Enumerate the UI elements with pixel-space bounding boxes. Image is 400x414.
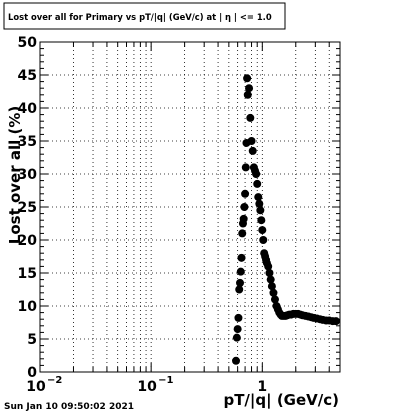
y-axis-title: Lost over all (%): [6, 106, 24, 244]
data-point: [256, 206, 265, 215]
y-tick-label: 50: [18, 35, 38, 51]
data-point: [265, 269, 274, 277]
data-point: [241, 163, 250, 172]
data-point: [245, 84, 254, 93]
data-point: [252, 170, 261, 178]
data-point: [243, 90, 252, 99]
data-point: [236, 278, 245, 287]
data-point: [254, 193, 263, 202]
data-point: [243, 74, 252, 83]
x-axis-title: pT/|q| (GeV/c): [223, 391, 339, 410]
y-tick-label: 25: [18, 200, 37, 216]
chart-title: Lost over all for Primary vs pT/|q| (GeV…: [8, 12, 272, 22]
y-tick-label: 30: [18, 167, 38, 183]
data-point: [267, 282, 276, 291]
x-tick-label: 1: [257, 379, 267, 395]
data-point: [238, 229, 247, 238]
data-point: [233, 325, 242, 334]
x-tick-label: 10: [137, 379, 157, 395]
data-point: [248, 146, 257, 155]
y-tick-label: 0: [27, 365, 37, 381]
data-point: [246, 113, 255, 122]
marker-layer: [232, 74, 340, 365]
y-tick-label: 45: [18, 68, 37, 84]
timestamp: Sun Jan 10 09:50:02 2021: [4, 402, 134, 412]
data-point: [237, 253, 246, 262]
y-tick-label: 10: [18, 299, 38, 315]
data-point: [234, 313, 243, 322]
data-point: [236, 267, 245, 276]
y-tick-label: 35: [18, 134, 37, 150]
data-point: [259, 236, 268, 244]
data-point: [266, 275, 275, 284]
y-tick-label: 20: [18, 233, 38, 249]
data-point: [240, 203, 249, 211]
data-point: [247, 137, 256, 145]
y-tick-label: 5: [27, 332, 37, 348]
data-point: [331, 317, 340, 326]
data-point: [257, 216, 266, 225]
x-tick-label-exponent: −2: [47, 375, 62, 386]
plot-frame: [39, 41, 341, 373]
data-point: [241, 189, 250, 198]
data-point: [232, 356, 241, 365]
y-tick-label: 40: [18, 101, 38, 117]
x-tick-label-exponent: −1: [158, 375, 173, 386]
data-point: [258, 226, 267, 235]
title-box-frame: [3, 2, 286, 30]
y-tick-label: 15: [18, 266, 37, 282]
data-point: [239, 214, 248, 223]
data-point: [232, 333, 241, 342]
data-point: [269, 288, 278, 297]
tick-layer: [39, 41, 341, 373]
data-point: [235, 285, 244, 294]
data-point: [270, 295, 279, 304]
title-box: Lost over all for Primary vs pT/|q| (GeV…: [3, 2, 286, 30]
data-point: [255, 199, 264, 208]
data-point: [253, 179, 262, 188]
data-point: [264, 262, 273, 271]
x-tick-label: 10: [26, 379, 46, 395]
